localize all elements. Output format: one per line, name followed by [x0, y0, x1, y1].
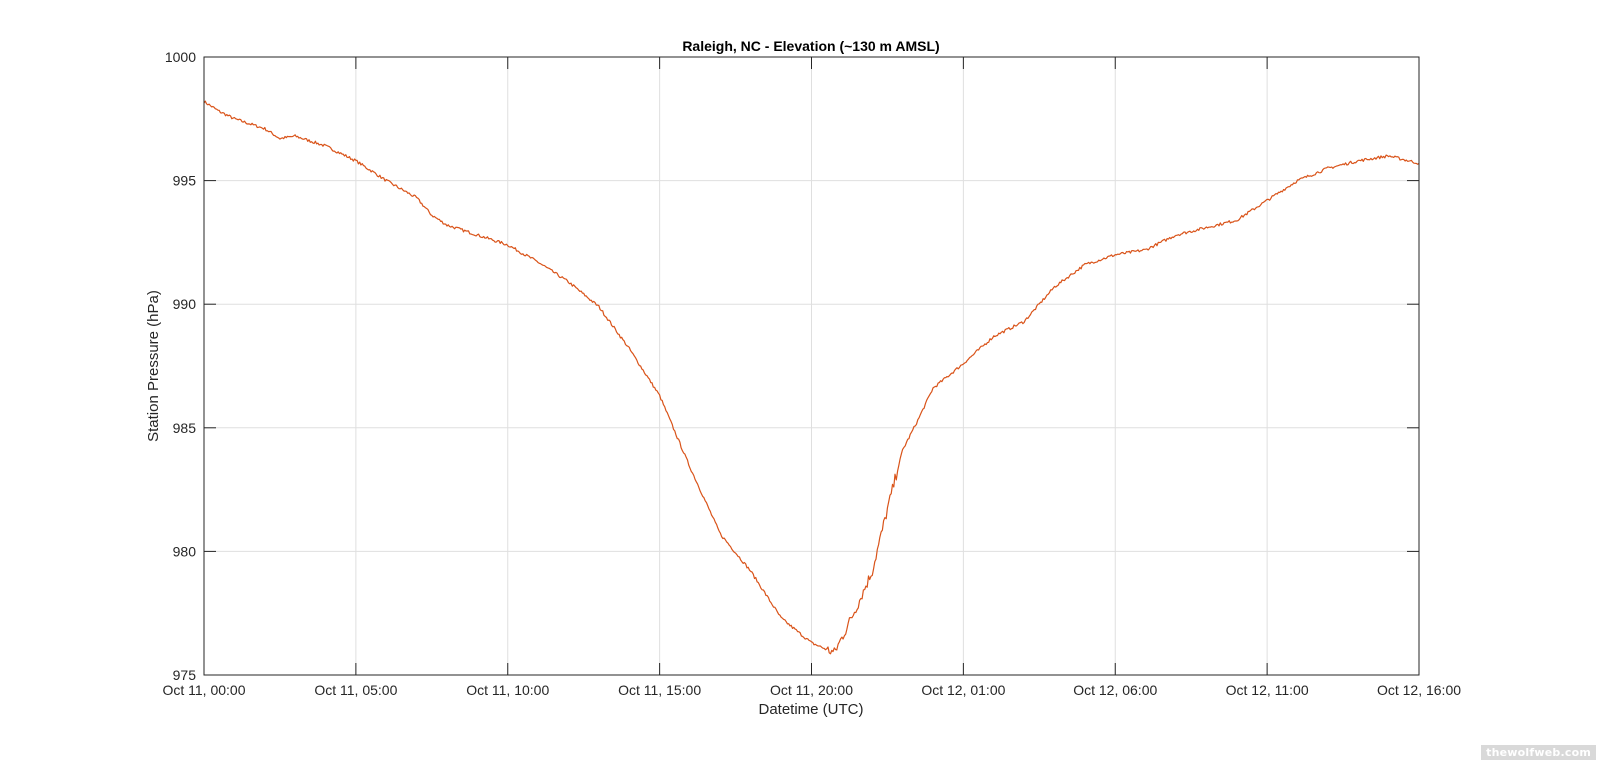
- y-tick-labels: 975 980 985 990 995 1000: [165, 49, 196, 683]
- x-tick-label: Oct 11, 15:00: [618, 682, 701, 698]
- x-tick-label: Oct 11, 00:00: [162, 682, 245, 698]
- y-tick-label: 1000: [165, 49, 196, 65]
- y-tick-label: 985: [173, 420, 197, 436]
- x-tick-label: Oct 12, 16:00: [1377, 682, 1461, 698]
- y-tick-label: 980: [173, 543, 197, 559]
- x-tick-label: Oct 12, 06:00: [1073, 682, 1157, 698]
- data-line-group: [203, 100, 1420, 655]
- y-axis-label: Station Pressure (hPa): [145, 290, 162, 442]
- chart-title: Raleigh, NC - Elevation (~130 m AMSL): [682, 38, 939, 54]
- y-tick-label: 995: [173, 173, 197, 189]
- x-tick-label: Oct 11, 20:00: [770, 682, 853, 698]
- x-tick-label: Oct 11, 05:00: [314, 682, 397, 698]
- pressure-series-line: [203, 100, 1420, 655]
- x-tick-label: Oct 12, 11:00: [1226, 682, 1309, 698]
- y-tick-label: 990: [173, 296, 197, 312]
- x-axis-label: Datetime (UTC): [758, 701, 863, 718]
- axis-ticks: [203, 56, 1420, 676]
- grid-lines: [204, 57, 1419, 675]
- y-tick-label: 975: [173, 667, 197, 683]
- x-tick-label: Oct 11, 10:00: [466, 682, 549, 698]
- watermark-logo: thewolfweb.com: [1481, 745, 1596, 760]
- x-tick-label: Oct 12, 01:00: [921, 682, 1005, 698]
- x-tick-labels: Oct 11, 00:00 Oct 11, 05:00 Oct 11, 10:00 O…: [162, 682, 1461, 698]
